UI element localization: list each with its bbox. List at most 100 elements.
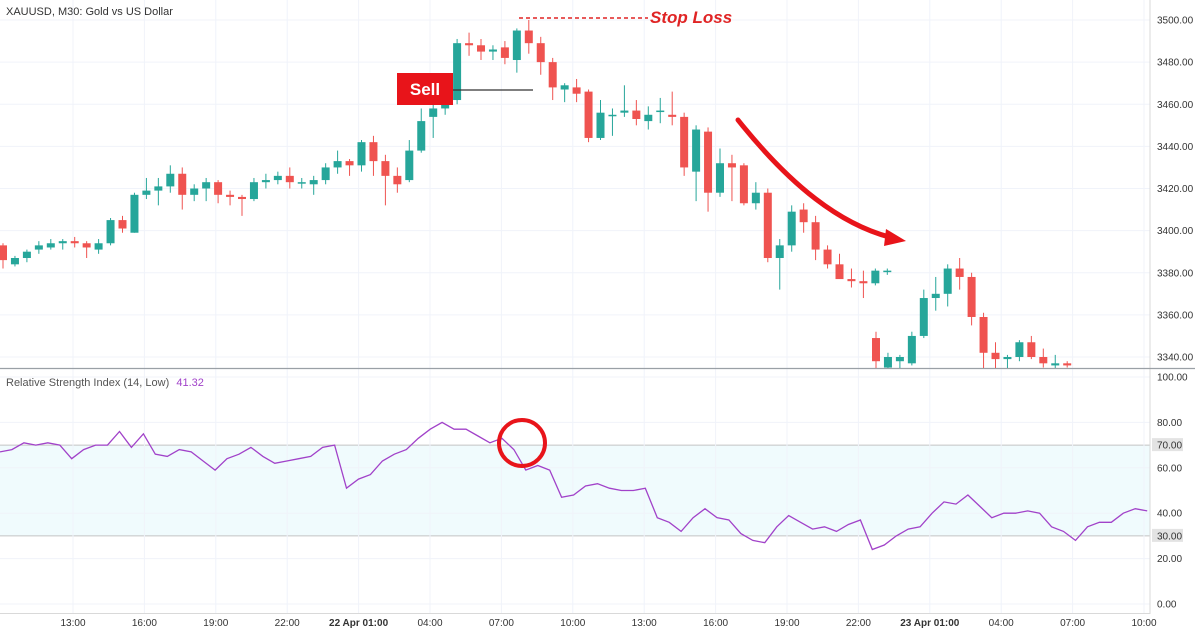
candle (739, 163, 748, 206)
candle (453, 38, 462, 105)
candle (405, 140, 414, 183)
rsi-tick-label: 60.00 (1157, 463, 1182, 474)
candle (1015, 340, 1024, 362)
candle (94, 239, 103, 254)
rsi-highlight-circle (497, 418, 547, 468)
candle (632, 100, 641, 126)
candle (46, 239, 55, 250)
candle (1039, 348, 1048, 368)
candle (477, 38, 485, 61)
candle (1027, 335, 1036, 360)
candle (931, 276, 940, 311)
candle (261, 173, 270, 189)
time-tick-label: 19:00 (203, 618, 228, 629)
rsi-tick-label: 100.00 (1157, 373, 1188, 384)
candle (178, 167, 187, 210)
candle (309, 175, 318, 195)
candle (106, 217, 115, 246)
candle (572, 78, 581, 103)
time-tick-label: 13:00 (60, 618, 85, 629)
candle (202, 177, 211, 202)
candle (680, 112, 689, 176)
candle (1063, 361, 1072, 368)
candle (345, 159, 354, 176)
time-tick-label: 19:00 (774, 618, 799, 629)
candle (620, 85, 629, 117)
candle (393, 167, 402, 193)
candle (716, 148, 724, 197)
candle (608, 108, 617, 136)
candle (369, 135, 378, 176)
rsi-tick-label: 80.00 (1157, 418, 1182, 429)
candle (775, 239, 784, 290)
price-tick-label: 3420.00 (1157, 184, 1194, 195)
candle (1051, 354, 1060, 368)
sell-label: Sell (410, 80, 440, 99)
time-tick-label: 10:00 (560, 618, 585, 629)
downtrend-arrowhead (884, 229, 906, 246)
candle (154, 177, 163, 206)
candle (333, 150, 342, 174)
candle (357, 140, 366, 172)
price-tick-label: 3440.00 (1157, 142, 1194, 153)
candle (823, 245, 832, 269)
time-tick-label: 22:00 (846, 618, 871, 629)
time-tick-label: 16:00 (703, 618, 728, 629)
price-tick-label: 3340.00 (1157, 353, 1194, 364)
candle (1003, 354, 1012, 368)
candlestick-series (0, 20, 1072, 368)
candle (214, 180, 223, 204)
candle (787, 205, 796, 252)
price-axis-labels: 3340.00 3360.00 3380.00 3400.00 3420.00 3440.… (1152, 16, 1194, 611)
candle (704, 127, 713, 212)
chart-grid (0, 0, 1150, 614)
candle (190, 184, 199, 202)
candle (751, 182, 760, 210)
time-tick-label: 16:00 (132, 618, 157, 629)
price-tick-label: 3380.00 (1157, 268, 1194, 279)
candle (429, 104, 438, 138)
candle (847, 268, 856, 288)
candle (249, 177, 258, 202)
candle (943, 264, 952, 307)
sell-label-box (397, 73, 453, 105)
candle (58, 239, 67, 250)
candle (871, 268, 880, 286)
price-tick-label: 3360.00 (1157, 310, 1194, 321)
candle (955, 258, 964, 290)
candle (859, 270, 868, 299)
candle (799, 203, 808, 233)
candle (656, 97, 665, 124)
candle (70, 236, 79, 248)
candle (238, 194, 246, 216)
candle (872, 331, 880, 368)
candle (488, 45, 497, 61)
candle (835, 253, 844, 280)
candle (883, 268, 892, 275)
candle (34, 241, 43, 254)
candle (297, 177, 306, 189)
candle (596, 100, 605, 141)
candle (273, 171, 282, 185)
rsi-series (0, 421, 1148, 551)
rsi-band-label-bg (1152, 528, 1183, 542)
candle (763, 188, 772, 263)
candle (883, 352, 892, 368)
time-tick-label: 04:00 (989, 618, 1014, 629)
rsi-tick-label: 30.00 (1157, 531, 1182, 542)
chart-title: XAUUSD, M30: Gold vs US Dollar (6, 6, 173, 18)
rsi-overbought-oversold-band (0, 445, 1150, 536)
candle (991, 342, 1000, 368)
candle (381, 154, 390, 206)
candle (584, 89, 593, 143)
candle (644, 106, 653, 130)
candle (166, 165, 175, 193)
time-tick-label: 13:00 (632, 618, 657, 629)
candle (500, 41, 509, 65)
rsi-tick-label: 0.00 (1157, 600, 1177, 611)
candle (548, 57, 557, 101)
rsi-band-label-bg (1152, 438, 1183, 452)
candle (142, 177, 151, 200)
time-tick-label: 07:00 (1060, 618, 1085, 629)
